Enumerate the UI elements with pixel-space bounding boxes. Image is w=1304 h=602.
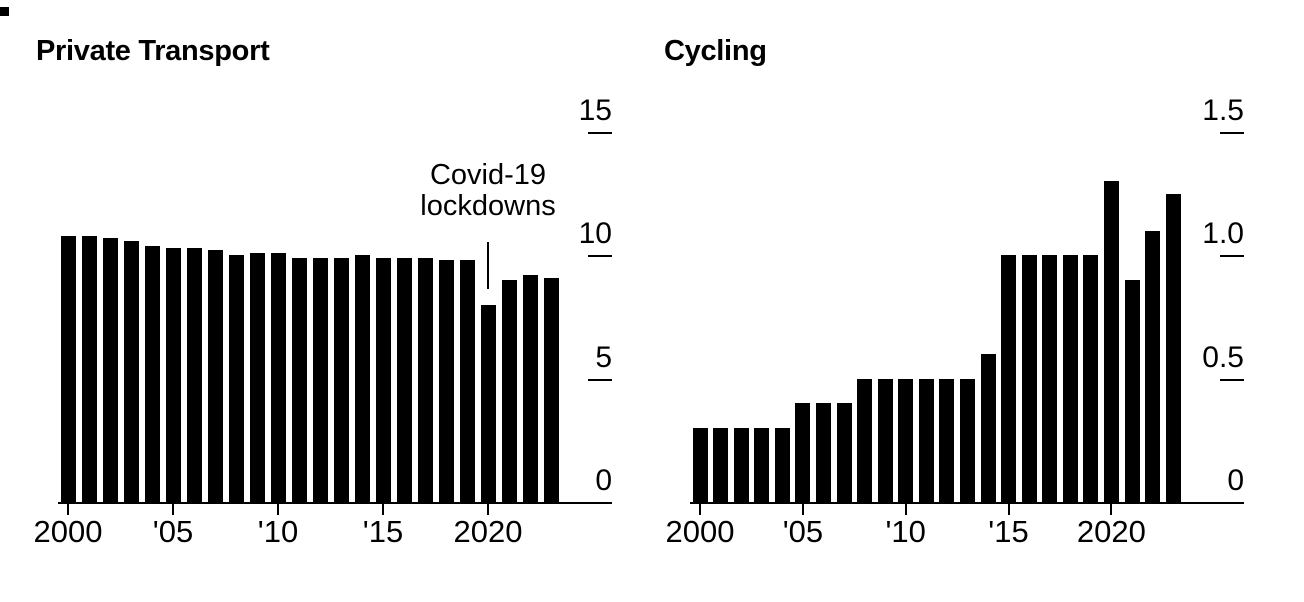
bar (81, 235, 97, 502)
y-tick-mark (1220, 378, 1244, 381)
bar (522, 275, 538, 502)
y-tick-label: 5 (595, 340, 612, 374)
y-tick-mark (588, 378, 612, 381)
bar (249, 252, 265, 502)
bar (795, 403, 811, 502)
bar (60, 235, 76, 502)
bar (1083, 255, 1099, 502)
chart-title: Cycling (664, 35, 767, 67)
bar (959, 378, 975, 502)
bar (1062, 255, 1078, 502)
y-tick-mark (588, 132, 612, 134)
bar (692, 428, 708, 502)
x-tick-mark (904, 502, 907, 515)
bar (1103, 181, 1119, 502)
x-tick-label: '10 (885, 514, 926, 549)
annotation-text-line-2: lockdowns (420, 190, 556, 222)
x-tick-mark (67, 502, 69, 515)
annotation-covid: Covid-19 lockdowns (420, 160, 555, 222)
bar (857, 378, 873, 502)
bar (333, 257, 349, 502)
y-tick-label: 10 (578, 217, 612, 251)
chart-title: Private Transport (36, 35, 270, 67)
x-tick-label: 2020 (1076, 514, 1146, 549)
bar (501, 280, 517, 502)
x-tick-label: '10 (257, 514, 299, 549)
bar (438, 260, 454, 502)
bar (123, 240, 139, 502)
y-tick-label: 0 (1227, 464, 1244, 497)
x-tick-mark (487, 502, 489, 515)
x-tick-label: '15 (988, 514, 1029, 549)
bar (1145, 230, 1160, 502)
corner-mark (0, 7, 9, 16)
x-tick-mark (1110, 502, 1113, 515)
annotation-pointer-line (487, 242, 489, 289)
x-tick-mark (172, 502, 174, 515)
y-tick-label: 0 (595, 464, 612, 497)
y-tick-mark (1220, 255, 1244, 258)
y-tick-label: 15 (578, 94, 612, 127)
x-tick-mark (699, 502, 701, 515)
bar (228, 255, 244, 502)
bar (165, 247, 181, 502)
x-axis-line (690, 502, 1244, 504)
x-tick-label: 2020 (453, 514, 523, 549)
x-tick-mark (382, 502, 384, 515)
x-tick-label: 2000 (665, 514, 735, 549)
bar (207, 250, 223, 502)
bar (102, 238, 118, 502)
x-tick-mark (277, 502, 279, 515)
y-tick-label: 0.5 (1202, 340, 1244, 374)
bar (459, 260, 475, 502)
bar (1165, 193, 1181, 502)
bar (291, 257, 307, 502)
x-tick-label: '05 (782, 514, 824, 549)
bar (836, 403, 852, 502)
bar (1124, 280, 1140, 502)
bar (1021, 255, 1037, 502)
bar (815, 403, 831, 502)
bar (543, 277, 559, 502)
bar (713, 428, 729, 502)
bar (733, 428, 749, 502)
bar (980, 354, 996, 502)
bar (774, 428, 790, 502)
y-tick-mark (1220, 132, 1244, 134)
bar (754, 428, 770, 502)
bar (918, 378, 934, 502)
bar (396, 257, 412, 502)
bar (1042, 255, 1058, 502)
bar (939, 378, 955, 502)
x-tick-label: '15 (362, 514, 404, 549)
bar (480, 304, 496, 502)
x-tick-label: 2000 (33, 514, 103, 549)
bar (898, 378, 914, 502)
annotation-text-line-1: Covid-19 (429, 159, 547, 191)
y-tick-mark (588, 255, 612, 258)
bar (270, 252, 286, 502)
x-tick-label: '05 (152, 514, 194, 549)
bar (375, 257, 391, 502)
bar (354, 255, 370, 502)
y-tick-label: 1.5 (1202, 94, 1244, 127)
bar (144, 245, 160, 502)
x-axis-line (58, 502, 612, 504)
bar (1001, 255, 1016, 502)
y-tick-label: 1.0 (1202, 217, 1244, 251)
x-tick-mark (1007, 502, 1010, 515)
bar (877, 378, 893, 502)
bar (186, 247, 202, 502)
x-tick-mark (801, 502, 804, 515)
bar (312, 257, 328, 502)
bar (417, 257, 433, 502)
